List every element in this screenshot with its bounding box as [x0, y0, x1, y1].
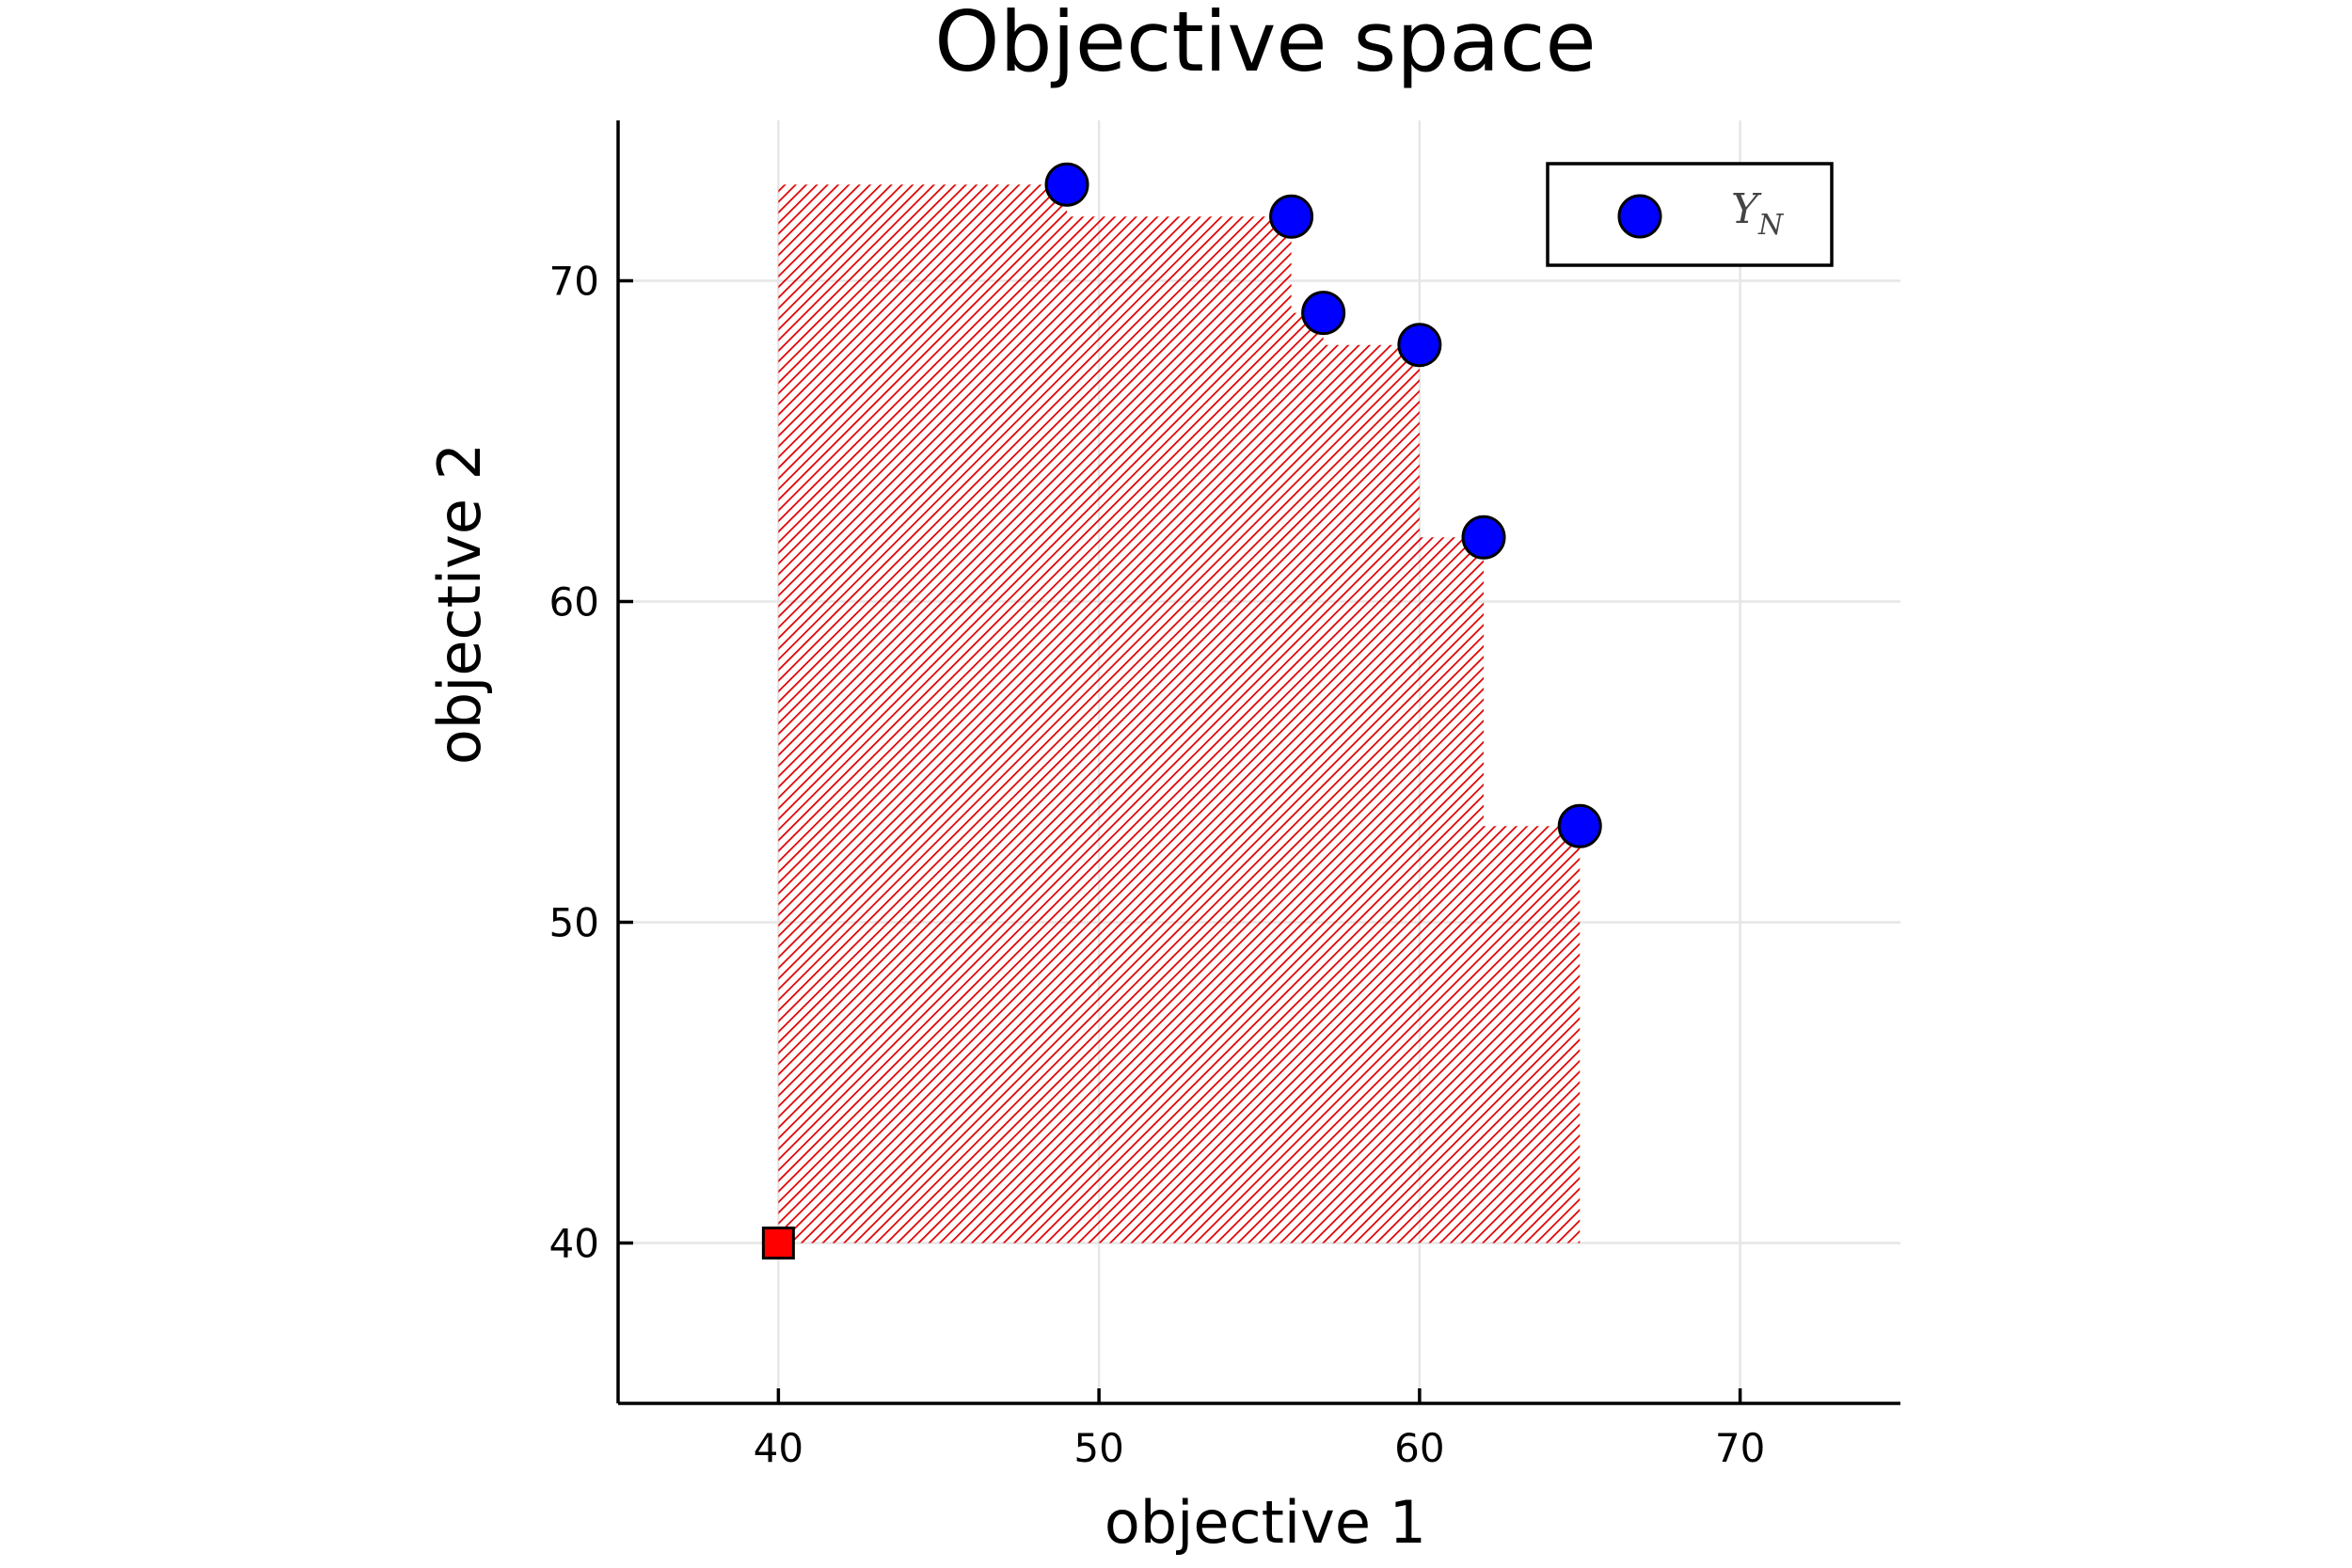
dominated-region	[778, 184, 1581, 1243]
y-tick-label: 40	[549, 1221, 599, 1267]
legend-marker	[1617, 194, 1662, 239]
legend: YN	[1546, 162, 1834, 267]
dominated-region-area	[778, 184, 1581, 1243]
x-axis-label: objective 1	[1104, 1488, 1426, 1557]
data-points	[761, 162, 1602, 1259]
data-point	[1397, 323, 1442, 368]
data-point	[1301, 291, 1346, 336]
x-tick-label: 40	[754, 1425, 803, 1471]
data-point	[1044, 162, 1089, 207]
data-point	[1269, 194, 1314, 239]
data-point	[1461, 515, 1506, 560]
data-point	[1557, 803, 1602, 848]
tick-labels: 40 50 60 70 40 50 60 70	[549, 259, 1766, 1472]
reference-point-marker	[761, 1227, 795, 1259]
y-tick-label: 50	[549, 900, 599, 946]
y-tick-label: 70	[549, 259, 599, 305]
y-tick-label: 60	[549, 579, 599, 626]
x-tick-label: 50	[1073, 1425, 1123, 1471]
legend-box	[1546, 162, 1834, 267]
axes	[616, 120, 1900, 1405]
x-tick-label: 70	[1715, 1425, 1765, 1471]
y-axis-label: objective 2	[425, 443, 494, 765]
chart-title: Objective space	[934, 0, 1596, 90]
x-tick-label: 60	[1394, 1425, 1444, 1471]
